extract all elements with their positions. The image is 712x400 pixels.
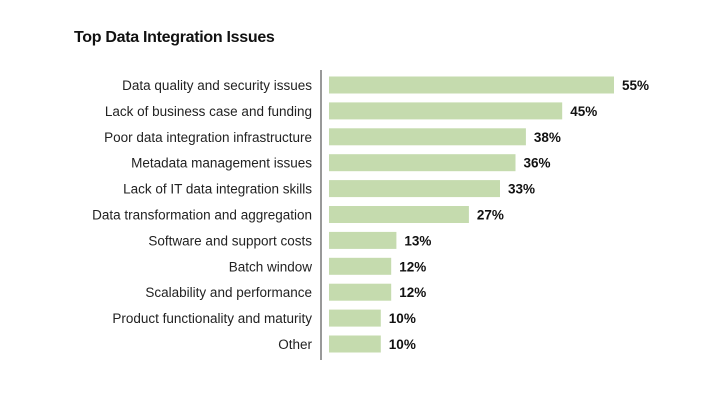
value-label: 12%: [399, 285, 426, 300]
category-label: Other: [278, 337, 312, 352]
bar: [329, 335, 381, 353]
category-label: Scalability and performance: [145, 285, 312, 300]
category-label: Batch window: [229, 259, 313, 274]
value-label: 10%: [389, 311, 416, 326]
bar: [329, 231, 397, 249]
value-label: 36%: [524, 156, 551, 171]
bar: [329, 206, 469, 223]
value-labels-group: 55% 45% 38% 36% 33% 27% 13% 12% 12% 10% 10%: [389, 78, 649, 352]
bar: [329, 309, 381, 327]
value-label: 33%: [508, 182, 535, 197]
category-label: Product functionality and maturity: [112, 311, 312, 326]
bar: [329, 283, 392, 301]
value-label: 27%: [477, 208, 504, 223]
chart-title: Top Data Integration Issues: [74, 29, 275, 46]
bar: [329, 257, 392, 275]
bar: [329, 154, 516, 172]
bar: [329, 180, 500, 198]
category-label: Lack of IT data integration skills: [123, 182, 312, 197]
value-label: 10%: [389, 337, 416, 352]
value-label: 38%: [534, 130, 561, 145]
category-label: Lack of business case and funding: [105, 104, 312, 119]
bar: [329, 128, 526, 146]
category-label: Metadata management issues: [131, 156, 312, 171]
category-label: Software and support costs: [148, 233, 312, 248]
category-label: Data quality and security issues: [122, 78, 312, 93]
category-labels-group: Data quality and security issues Lack of …: [92, 78, 312, 352]
value-label: 45%: [570, 104, 597, 119]
bar: [329, 102, 563, 120]
value-label: 13%: [404, 233, 431, 248]
value-label: 55%: [622, 78, 649, 93]
bars-group: [329, 76, 614, 353]
category-label: Poor data integration infrastructure: [104, 130, 312, 145]
value-label: 12%: [399, 259, 426, 274]
category-label: Data transformation and aggregation: [92, 208, 312, 223]
bar: [329, 76, 614, 94]
